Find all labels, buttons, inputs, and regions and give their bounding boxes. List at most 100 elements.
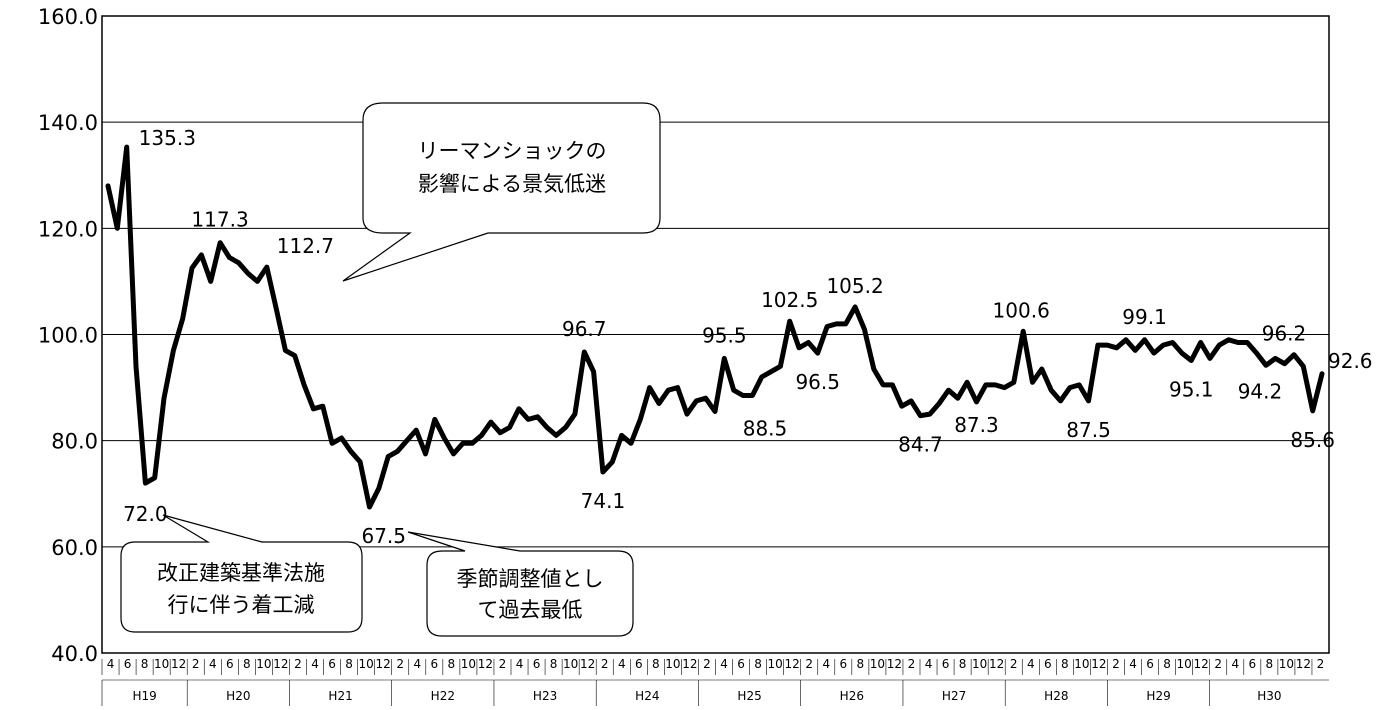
x-month-label: 4 <box>1129 657 1137 671</box>
x-month-label: 10 <box>665 657 680 671</box>
x-month-label: 12 <box>478 657 493 671</box>
x-month-label: 12 <box>580 657 595 671</box>
x-month-label: 10 <box>768 657 783 671</box>
x-month-label: 4 <box>209 657 217 671</box>
x-month-label: 10 <box>563 657 578 671</box>
x-month-label: 2 <box>1112 657 1120 671</box>
x-month-label: 8 <box>754 657 762 671</box>
x-month-label: 6 <box>635 657 643 671</box>
data-label: 102.5 <box>761 288 818 312</box>
x-month-label: 6 <box>839 657 847 671</box>
callout-low-line2: て過去最低 <box>478 598 583 622</box>
x-month-label: 6 <box>124 657 132 671</box>
series-line <box>105 144 1325 510</box>
x-month-label: 8 <box>857 657 865 671</box>
x-year-label: H22 <box>431 689 455 703</box>
x-month-label: 12 <box>887 657 902 671</box>
data-label: 87.5 <box>1066 418 1111 442</box>
x-month-label: 2 <box>601 657 609 671</box>
data-label: 95.5 <box>702 323 747 347</box>
x-month-label: 6 <box>328 657 336 671</box>
callout-lehman-line2: 影響による景気低迷 <box>418 172 606 196</box>
x-month-label: 4 <box>1027 657 1035 671</box>
x-month-label: 12 <box>989 657 1004 671</box>
data-label: 99.1 <box>1122 305 1167 329</box>
x-month-label: 12 <box>171 657 186 671</box>
x-month-label: 10 <box>359 657 374 671</box>
x-month-label: 10 <box>870 657 885 671</box>
x-month-label: 6 <box>942 657 950 671</box>
data-label: 135.3 <box>139 126 196 150</box>
x-month-label: 10 <box>1177 657 1192 671</box>
x-month-label: 4 <box>822 657 830 671</box>
x-month-label: 2 <box>805 657 813 671</box>
data-label: 88.5 <box>743 417 788 441</box>
x-month-label: 10 <box>1279 657 1294 671</box>
callout-record-low: 季節調整値とし て過去最低 <box>407 531 634 637</box>
data-label: 72.0 <box>123 502 168 526</box>
x-month-label: 6 <box>1044 657 1052 671</box>
x-month-label: 10 <box>154 657 169 671</box>
y-tick-label: 120.0 <box>38 217 98 241</box>
data-label: 95.1 <box>1169 378 1214 402</box>
callout-lehman-line1: リーマンショックの <box>418 139 607 163</box>
x-month-label: 6 <box>1146 657 1154 671</box>
x-month-label: 12 <box>1194 657 1209 671</box>
callout-lehman: リーマンショックの 影響による景気低迷 <box>342 102 661 282</box>
x-month-label: 12 <box>682 657 697 671</box>
data-label: 105.2 <box>826 274 883 298</box>
data-label: 96.5 <box>795 370 840 394</box>
x-month-label: 12 <box>376 657 391 671</box>
x-month-label: 8 <box>1061 657 1069 671</box>
x-month-label: 2 <box>294 657 302 671</box>
x-month-label: 8 <box>652 657 660 671</box>
y-tick-label: 140.0 <box>38 111 98 135</box>
gridlines <box>102 121 1329 548</box>
x-month-label: 2 <box>192 657 200 671</box>
data-label: 74.1 <box>581 489 626 513</box>
data-labels: 135.3 72.0 117.3 112.7 67.5 96.7 74.1 95.5 88.5 1… <box>123 126 1372 548</box>
callout-law-line1: 改正建築基準法施 <box>157 561 325 585</box>
x-year-label: H27 <box>942 689 966 703</box>
data-label: 84.7 <box>898 433 943 457</box>
y-tick-label: 160.0 <box>38 5 98 29</box>
y-tick-label: 40.0 <box>51 642 98 666</box>
x-month-label: 12 <box>785 657 800 671</box>
y-tick-label: 100.0 <box>38 324 98 348</box>
plot-frame <box>101 15 1330 654</box>
x-month-label: 8 <box>448 657 456 671</box>
x-year-label: H20 <box>226 689 250 703</box>
x-month-label: 2 <box>1214 657 1222 671</box>
x-month-label: 2 <box>499 657 507 671</box>
x-month-label: 10 <box>461 657 476 671</box>
x-year-label: H21 <box>328 689 352 703</box>
x-month-label: 8 <box>550 657 558 671</box>
x-year-label: H28 <box>1044 689 1068 703</box>
x-month-label: 10 <box>256 657 271 671</box>
x-year-label: H19 <box>132 689 156 703</box>
x-month-label: 6 <box>737 657 745 671</box>
y-tick-label: 60.0 <box>51 536 98 560</box>
x-year-label: H23 <box>533 689 557 703</box>
x-month-label: 6 <box>533 657 541 671</box>
x-month-label: 8 <box>243 657 251 671</box>
data-label: 92.6 <box>1328 349 1373 373</box>
data-label: 112.7 <box>277 234 334 258</box>
x-month-label: 12 <box>1091 657 1106 671</box>
data-label: 117.3 <box>191 208 248 232</box>
x-year-label: H24 <box>635 689 659 703</box>
x-month-label: 8 <box>959 657 967 671</box>
x-month-label: 12 <box>1296 657 1311 671</box>
data-label: 85.6 <box>1290 428 1335 452</box>
x-month-label: 8 <box>345 657 353 671</box>
callout-law-revision: 改正建築基準法施 行に伴う着工減 <box>120 514 363 633</box>
x-month-label: 2 <box>908 657 916 671</box>
x-month-label: 2 <box>396 657 404 671</box>
x-axis: 4 6 8 10 12 2 4 6 8 10 12 2 4 6 8 10 12 2 4 6 8 10 12 2 4 6 8 10 12 2… <box>101 657 1329 706</box>
x-month-label: 10 <box>972 657 987 671</box>
x-month-label: 2 <box>1317 657 1325 671</box>
x-month-label: 6 <box>430 657 438 671</box>
y-tick-label: 80.0 <box>51 430 98 454</box>
x-month-label: 4 <box>720 657 728 671</box>
data-label: 94.2 <box>1238 379 1283 403</box>
